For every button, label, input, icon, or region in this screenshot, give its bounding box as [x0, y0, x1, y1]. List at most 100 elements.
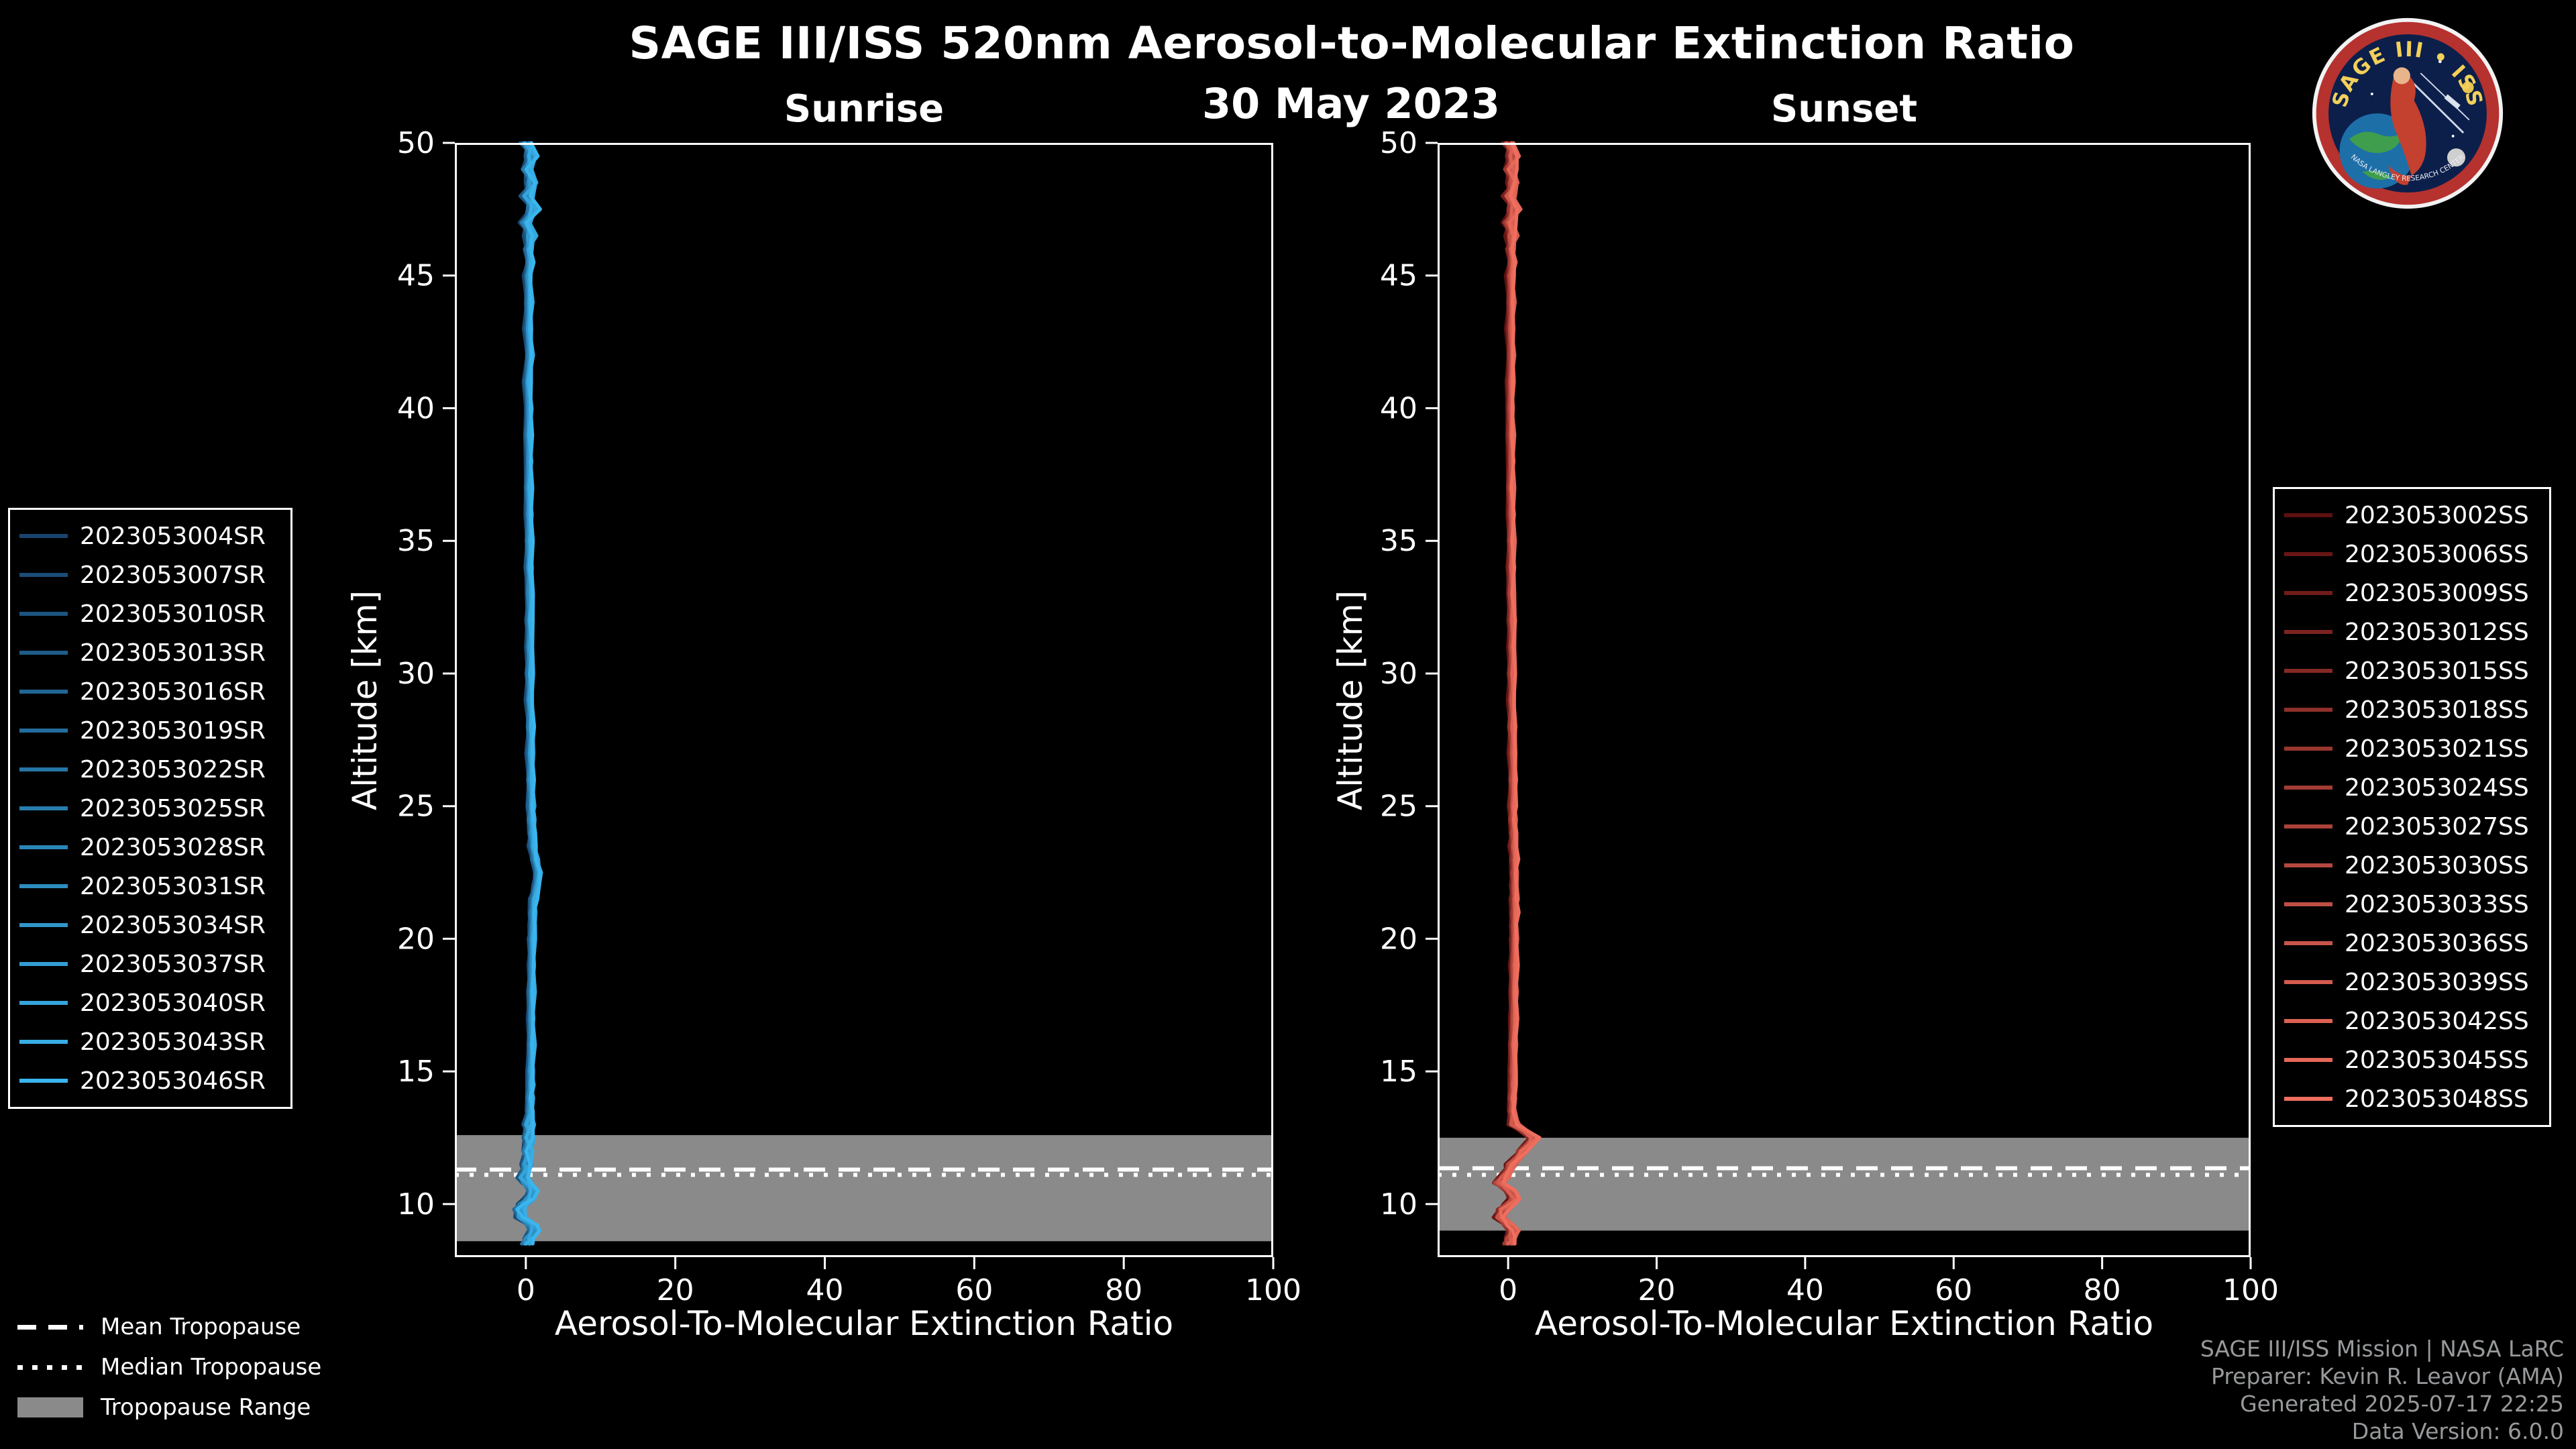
legend-label: 2023053036SS: [2345, 929, 2529, 957]
svg-text:25: 25: [397, 790, 435, 824]
sunrise-event-legend: 2023053004SR 2023053007SR 2023053010SR 2023…: [8, 508, 292, 1109]
svg-text:60: 60: [1935, 1273, 1972, 1307]
legend-label: 2023053015SS: [2345, 657, 2529, 685]
legend-item: 2023053043SR: [19, 1022, 281, 1061]
sunset-panel-title: Sunset: [1770, 87, 1918, 131]
legend-label: 2023053021SS: [2345, 735, 2529, 763]
logo-orbit-line: [2406, 76, 2465, 134]
legend-item: 2023053039SS: [2284, 963, 2540, 1002]
dashed-line-swatch: [17, 1324, 83, 1330]
svg-text:50: 50: [397, 126, 435, 160]
svg-text:30: 30: [397, 657, 435, 691]
legend-label: 2023053030SS: [2345, 851, 2529, 879]
svg-text:35: 35: [397, 524, 435, 558]
data-version: Data Version: 6.0.0: [2351, 1418, 2564, 1444]
dotted-line-swatch: [17, 1364, 83, 1370]
legend-line-swatch: [19, 884, 68, 888]
legend-label: 2023053013SR: [80, 639, 266, 667]
generated-timestamp: Generated 2025-07-17 22:25: [2240, 1391, 2564, 1417]
sunset-x-axis-label: Aerosol-To-Molecular Extinction Ratio: [1534, 1304, 2154, 1343]
legend-item: 2023053024SS: [2284, 768, 2540, 807]
logo-sun: [2462, 81, 2474, 94]
legend-item: 2023053022SR: [19, 750, 281, 789]
legend-label: 2023053007SR: [80, 561, 266, 589]
legend-label: 2023053018SS: [2345, 696, 2529, 724]
legend-item: 2023053046SR: [19, 1061, 281, 1100]
legend-line-swatch: [2284, 941, 2332, 945]
svg-text:0: 0: [517, 1273, 535, 1307]
legend-label: 2023053046SR: [80, 1067, 266, 1095]
legend-line-swatch: [2284, 747, 2332, 751]
legend-label: 2023053033SS: [2345, 890, 2529, 918]
legend-label: 2023053009SS: [2345, 579, 2529, 607]
legend-item: 2023053018SS: [2284, 690, 2540, 729]
legend-label: 2023053034SR: [80, 911, 266, 939]
median-tropopause-legend-item: Median Tropopause: [17, 1347, 321, 1387]
svg-text:20: 20: [1638, 1273, 1676, 1307]
legend-line-swatch: [19, 573, 68, 577]
svg-text:45: 45: [1380, 259, 1417, 293]
legend-item: 2023053045SS: [2284, 1040, 2540, 1079]
legend-label: 2023053012SS: [2345, 618, 2529, 646]
legend-item: 2023053006SS: [2284, 535, 2540, 574]
legend-item: 2023053009SS: [2284, 574, 2540, 612]
legend-line-swatch: [2284, 786, 2332, 790]
sunset-y-axis-label: Altitude [km]: [1331, 590, 1370, 810]
legend-line-swatch: [19, 729, 68, 733]
legend-item: 2023053012SS: [2284, 612, 2540, 651]
legend-item: 2023053030SS: [2284, 846, 2540, 885]
sunrise-x-axis-label: Aerosol-To-Molecular Extinction Ratio: [554, 1304, 1174, 1343]
svg-text:35: 35: [1380, 524, 1417, 558]
tropopause-range-legend-item: Tropopause Range: [17, 1387, 321, 1428]
page-title: SAGE III/ISS 520nm Aerosol-to-Molecular …: [629, 17, 2075, 69]
date-subtitle: 30 May 2023: [1201, 79, 1501, 128]
legend-label: 2023053048SS: [2345, 1085, 2529, 1113]
legend-label: 2023053040SR: [80, 989, 266, 1017]
preparer-credit: Preparer: Kevin R. Leavor (AMA): [2211, 1363, 2564, 1389]
legend-line-swatch: [19, 1079, 68, 1083]
svg-text:10: 10: [397, 1187, 435, 1222]
legend-line-swatch: [19, 690, 68, 694]
legend-line-swatch: [2284, 902, 2332, 906]
logo-iss-silhouette: [2444, 94, 2461, 109]
sunset-event-legend: 2023053002SS 2023053006SS 2023053009SS 2023…: [2273, 487, 2551, 1127]
svg-text:0: 0: [1499, 1273, 1517, 1307]
legend-label: 2023053028SR: [80, 833, 266, 861]
legend-line-swatch: [2284, 708, 2332, 712]
legend-item: 2023053013SR: [19, 633, 281, 672]
legend-line-swatch: [19, 1040, 68, 1044]
legend-item: 2023053019SR: [19, 711, 281, 750]
sunrise-plot: 0 20 40 60 80 100 10 15 20 25 30 35 40 45 50: [397, 126, 1301, 1307]
legend-item: 2023053033SS: [2284, 885, 2540, 924]
legend-label: 2023053019SR: [80, 716, 266, 745]
legend-item: 2023053034SR: [19, 906, 281, 945]
legend-item: 2023053048SS: [2284, 1079, 2540, 1118]
gray-band-swatch: [17, 1397, 83, 1417]
legend-label: 2023053027SS: [2345, 812, 2529, 841]
legend-label: 2023053022SR: [80, 755, 266, 784]
legend-label: 2023053025SR: [80, 794, 266, 822]
tropopause-legend: Mean Tropopause Median Tropopause Tropop…: [17, 1307, 321, 1428]
legend-line-swatch: [2284, 552, 2332, 556]
legend-item: 2023053025SR: [19, 789, 281, 828]
legend-label: Median Tropopause: [101, 1354, 322, 1381]
svg-text:45: 45: [397, 259, 435, 293]
legend-label: 2023053010SR: [80, 600, 266, 628]
legend-line-swatch: [2284, 630, 2332, 634]
legend-item: 2023053002SS: [2284, 496, 2540, 535]
legend-line-swatch: [19, 534, 68, 538]
svg-text:100: 100: [1245, 1273, 1301, 1307]
legend-item: 2023053015SS: [2284, 651, 2540, 690]
legend-label: Mean Tropopause: [101, 1313, 301, 1340]
legend-line-swatch: [2284, 513, 2332, 517]
legend-label: 2023053045SS: [2345, 1046, 2529, 1074]
legend-label: 2023053042SS: [2345, 1007, 2529, 1035]
legend-item: 2023053037SR: [19, 945, 281, 983]
svg-text:40: 40: [1380, 391, 1417, 425]
legend-label: Tropopause Range: [101, 1394, 311, 1421]
sage-iss-logo: SAGE III • ISS NASA LANGLEY RESEARCH CEN…: [2312, 17, 2504, 209]
svg-text:20: 20: [657, 1273, 694, 1307]
logo-moon: [2447, 148, 2466, 167]
legend-item: 2023053042SS: [2284, 1002, 2540, 1040]
